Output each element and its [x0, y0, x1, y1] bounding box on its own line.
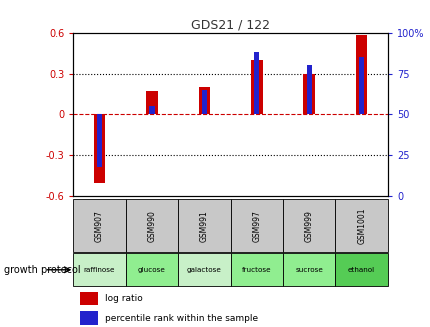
Bar [283, 253, 335, 286]
Text: GSM999: GSM999 [304, 210, 313, 242]
Bar [335, 253, 387, 286]
Title: GDS21 / 122: GDS21 / 122 [190, 19, 270, 31]
Text: log ratio: log ratio [104, 294, 142, 303]
Bar [178, 253, 230, 286]
Text: ethanol: ethanol [347, 267, 375, 273]
Bar [283, 199, 335, 252]
Text: GSM1001: GSM1001 [356, 207, 366, 244]
Bar [355, 35, 367, 114]
Bar [201, 90, 206, 114]
Bar [306, 65, 311, 114]
Text: GSM990: GSM990 [147, 210, 156, 242]
Text: GSM997: GSM997 [252, 210, 261, 242]
Bar [146, 91, 157, 114]
Bar [80, 311, 98, 325]
Text: galactose: galactose [187, 267, 221, 273]
Bar [73, 199, 126, 252]
Bar [73, 253, 126, 286]
Bar [250, 60, 262, 114]
Text: fructose: fructose [241, 267, 271, 273]
Bar [126, 253, 178, 286]
Text: growth protocol: growth protocol [4, 265, 81, 275]
Bar [97, 114, 102, 167]
Bar [335, 199, 387, 252]
Bar [230, 253, 283, 286]
Bar [358, 57, 363, 114]
Bar [178, 199, 230, 252]
Text: glucose: glucose [138, 267, 166, 273]
Bar [230, 199, 283, 252]
Bar [93, 114, 105, 182]
Bar [254, 52, 259, 114]
Bar [126, 199, 178, 252]
Text: percentile rank within the sample: percentile rank within the sample [104, 314, 257, 323]
Text: sucrose: sucrose [295, 267, 322, 273]
Text: raffinose: raffinose [83, 267, 115, 273]
Bar [80, 292, 98, 305]
Bar [303, 74, 314, 114]
Text: GSM907: GSM907 [95, 210, 104, 242]
Bar [149, 106, 154, 114]
Bar [198, 87, 210, 114]
Text: GSM991: GSM991 [200, 210, 209, 242]
